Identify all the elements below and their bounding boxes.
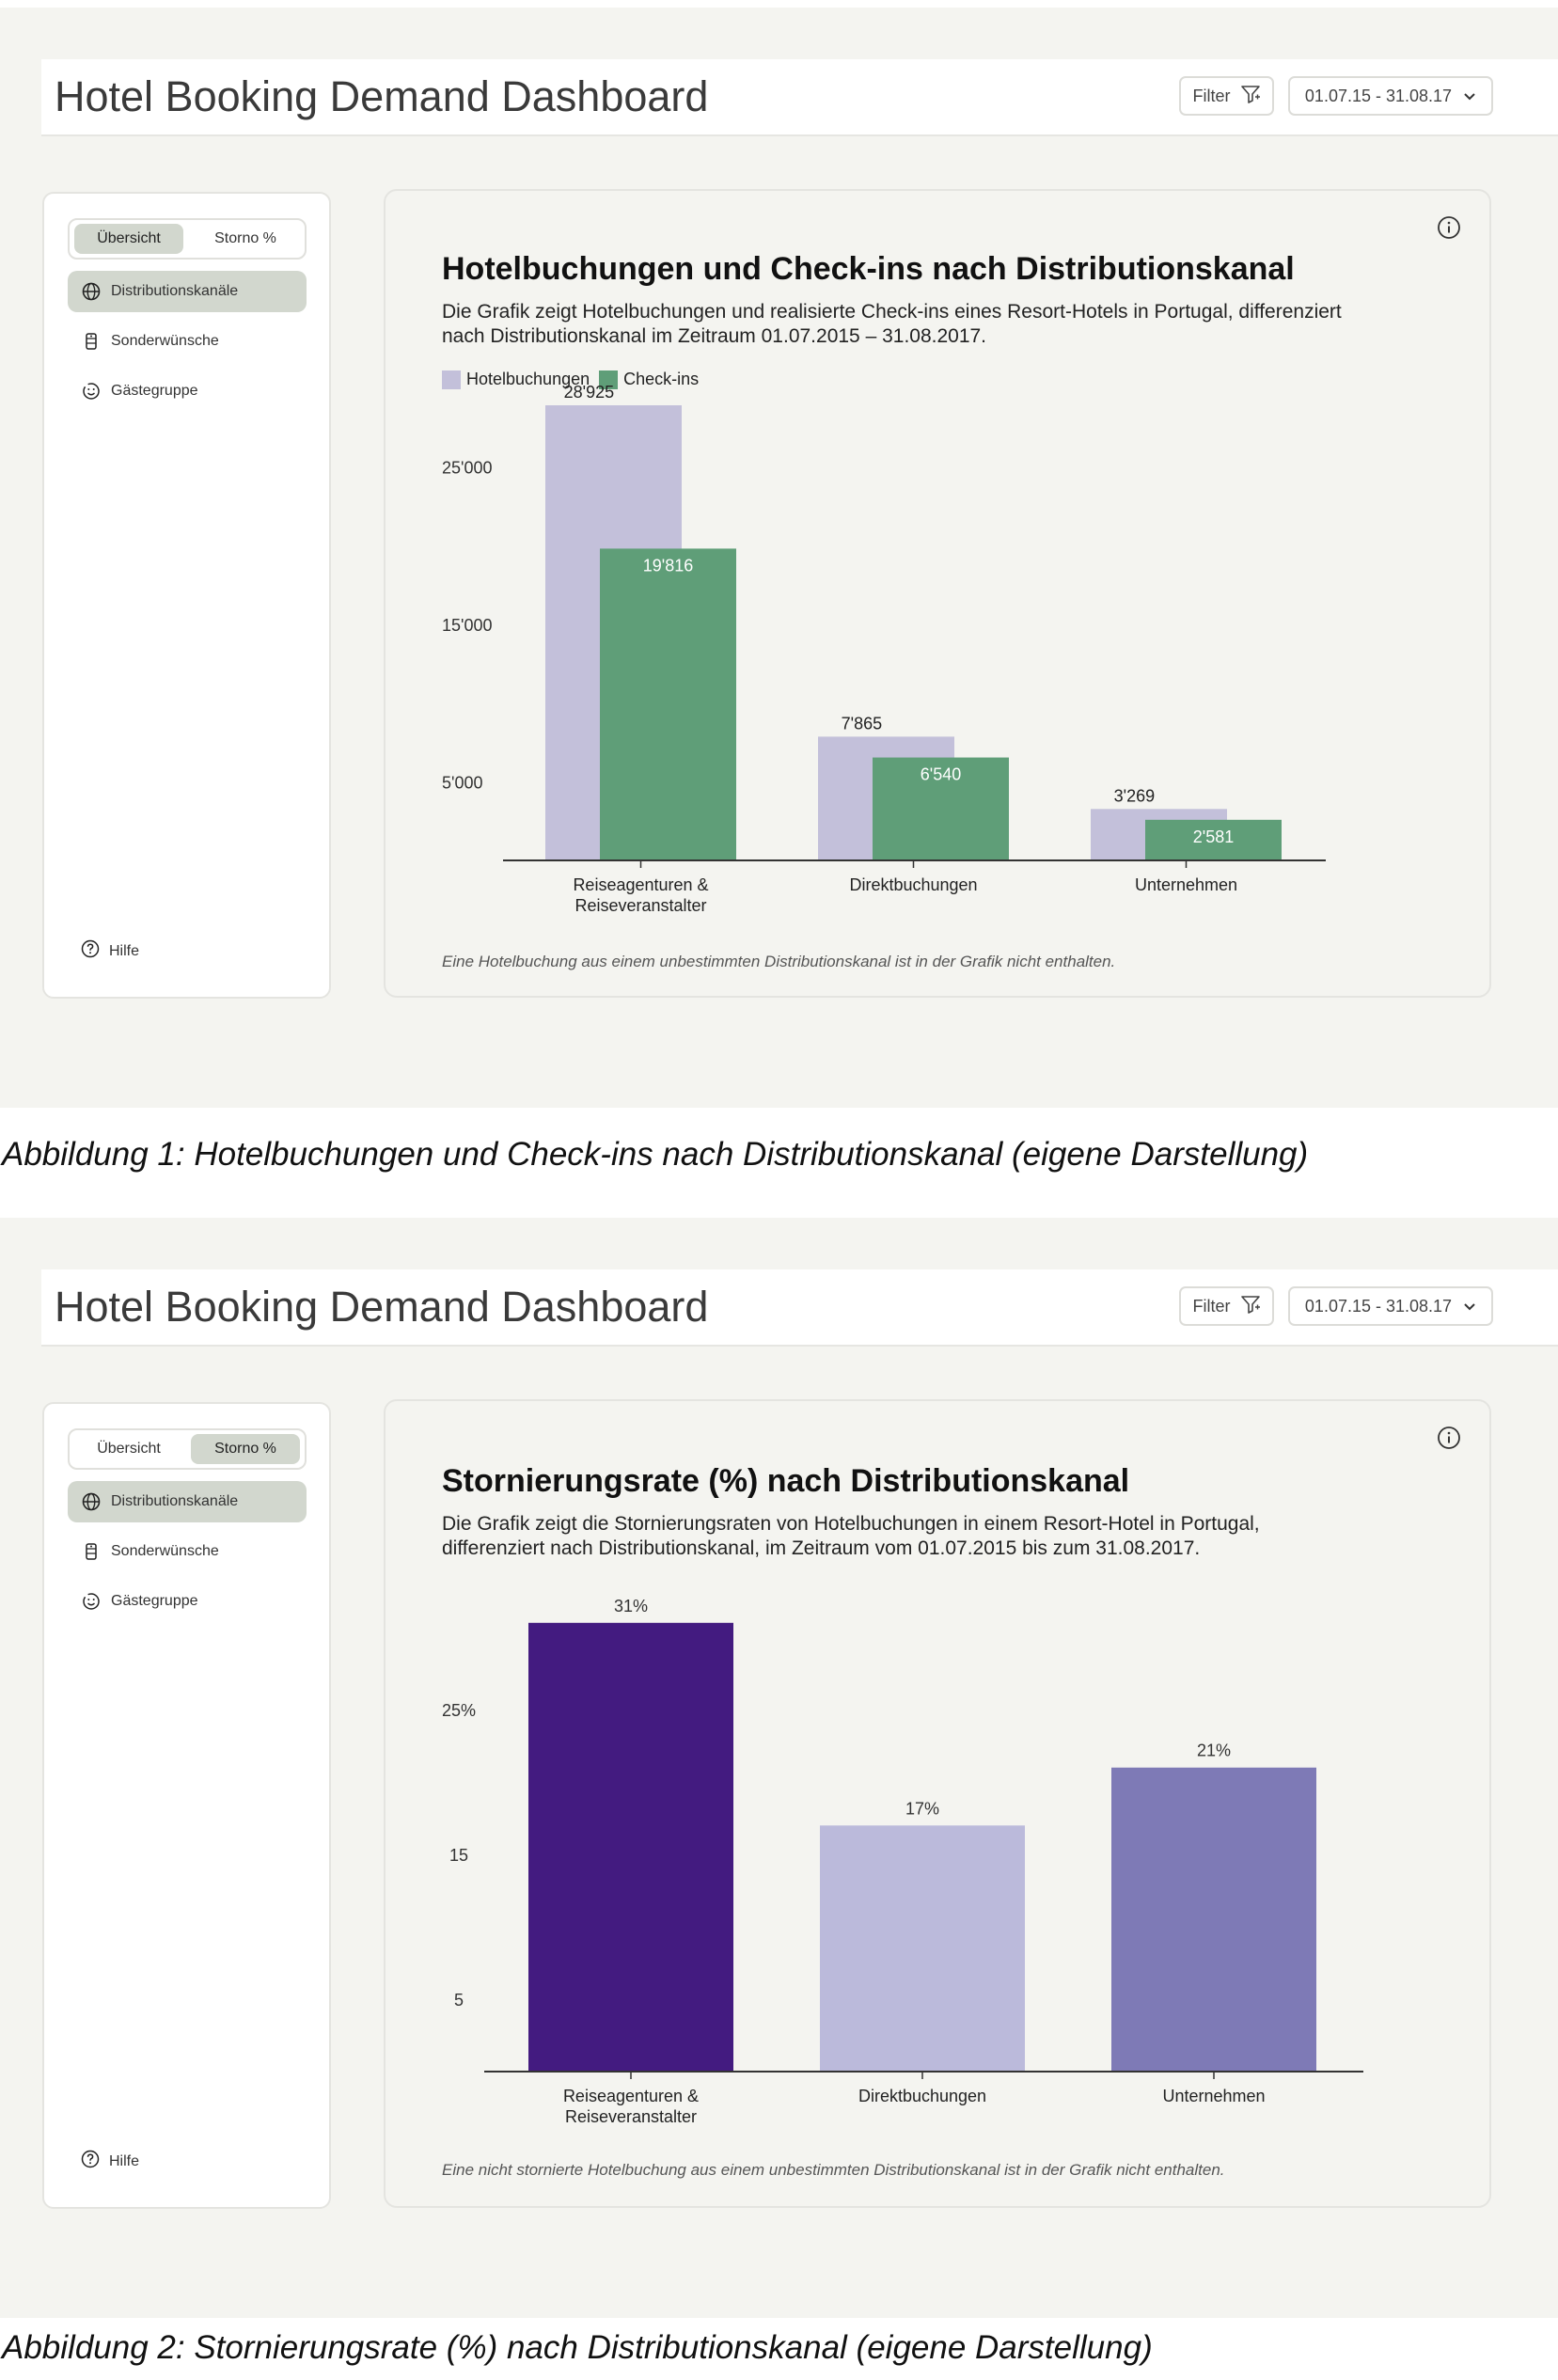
bar-stornierungsrate [820,1825,1025,2072]
bar-stornierungsrate [1111,1767,1316,2072]
legend-item-hotelbuchungen: Hotelbuchungen [442,370,590,389]
info-icon[interactable] [1437,1426,1461,1455]
sidebar-item-label: Sonderwünsche [111,1543,219,1559]
info-icon[interactable] [1437,215,1461,244]
cancellation-bar-chart: 5 15 25% 31% Reiseagenturen & Reiseveranstalt… [442,1597,1363,2126]
tab-uebersicht[interactable]: Übersicht [74,224,183,254]
chart-subtitle: Die Grafik zeigt die Stornierungsraten v… [442,1513,1260,1559]
sidebar-item-sonderwuensche[interactable]: Sonderwünsche [68,321,307,362]
data-label-checkins: 19'816 [643,556,694,575]
legend-swatch [442,370,461,389]
data-label-hotelbuchungen: 3'269 [1114,786,1155,805]
smiley-icon [81,381,102,402]
sidebar-item-label: Distributionskanäle [111,283,239,299]
app-title: Hotel Booking Demand Dashboard [55,1283,709,1331]
dashboard-screenshot-1: Hotel Booking Demand Dashboard Filter 01… [0,8,1558,1108]
view-toggle: Übersicht Storno % [68,1428,307,1470]
app-title: Hotel Booking Demand Dashboard [55,72,709,120]
chart-card: Hotelbuchungen und Check-ins nach Distri… [384,189,1491,998]
data-label-hotelbuchungen: 28'925 [564,383,615,402]
help-label: Hilfe [109,2152,140,2169]
filter-label: Filter [1192,1296,1231,1316]
filter-icon [1240,84,1261,109]
tab-storno[interactable]: Storno % [214,230,276,246]
x-tick-label: Direktbuchungen [849,875,977,894]
data-label-stornierungsrate: 31% [614,1597,648,1616]
chart-card: Stornierungsrate (%) nach Distributionsk… [384,1399,1491,2208]
filter-label: Filter [1192,86,1231,105]
data-label-hotelbuchungen: 7'865 [842,714,882,733]
sidebar-item-label: Sonderwünsche [111,333,219,349]
help-label: Hilfe [109,942,140,959]
y-tick-label: 15'000 [442,616,493,635]
chart-title: Hotelbuchungen und Check-ins nach Distri… [442,251,1295,287]
chart-subtitle: Die Grafik zeigt Hotelbuchungen und real… [442,301,1342,347]
sidebar: Übersicht Storno % Distributionskanäle S… [42,1402,331,2209]
bar-stornierungsrate [528,1622,733,2072]
dashboard-header: Hotel Booking Demand Dashboard Filter 01… [41,59,1558,136]
globe-icon [81,281,102,302]
date-range-select[interactable]: 01.07.15 - 31.08.17 [1288,1286,1493,1326]
date-range-value: 01.07.15 - 31.08.17 [1304,86,1453,105]
x-tick-label: Reiseagenturen & Reiseveranstalter [573,875,708,915]
data-label-checkins: 6'540 [921,765,961,784]
y-tick-label: 25'000 [442,459,493,478]
sidebar-item-gaestegruppe[interactable]: Gästegruppe [68,1581,307,1622]
sidebar-item-gaestegruppe[interactable]: Gästegruppe [68,370,307,412]
data-label-checkins: 2'581 [1193,827,1234,846]
y-tick-label: 25% [442,1701,476,1720]
bar-checkins [873,757,1009,860]
sidebar: Übersicht Storno % Distributionskanäle S… [42,192,331,999]
room-service-icon [81,331,102,352]
bookings-bar-chart: 5'000 15'000 25'000 28'925 19'816 Reiseagentu… [442,383,1326,915]
help-link[interactable]: Hilfe [81,2150,139,2173]
help-icon [81,2150,100,2173]
chart-footnote: Eine nicht stornierte Hotelbuchung aus e… [442,2161,1225,2179]
filter-button[interactable]: Filter [1179,1286,1274,1326]
tab-uebersicht[interactable]: Übersicht [97,1441,161,1457]
y-tick-label: 5'000 [442,773,482,792]
figure-caption-2: Abbildung 2: Stornierungsrate (%) nach D… [2,2329,1153,2366]
y-tick-label: 5 [454,1991,464,2010]
x-tick-label: Unternehmen [1162,2087,1265,2105]
legend-label: Check-ins [623,370,700,388]
date-range-value: 01.07.15 - 31.08.17 [1304,1296,1453,1316]
filter-icon [1240,1294,1261,1319]
help-link[interactable]: Hilfe [81,939,139,963]
bar-checkins [1145,819,1282,860]
chart-legend: Hotelbuchungen Check-ins [442,370,699,389]
help-icon [81,939,100,963]
sidebar-item-label: Gästegruppe [111,383,198,399]
chart-title: Stornierungsrate (%) nach Distributionsk… [442,1463,1130,1499]
legend-label: Hotelbuchungen [466,370,590,388]
room-service-icon [81,1541,102,1562]
bar-checkins [600,548,736,860]
sidebar-item-label: Gästegruppe [111,1593,198,1609]
x-tick-label: Reiseagenturen & Reiseveranstalter [563,2087,699,2126]
tab-storno[interactable]: Storno % [191,1434,300,1464]
dashboard-header: Hotel Booking Demand Dashboard Filter 01… [41,1269,1558,1347]
sidebar-item-distributionskanaele[interactable]: Distributionskanäle [68,271,307,312]
view-toggle: Übersicht Storno % [68,218,307,260]
globe-icon [81,1491,102,1512]
dashboard-screenshot-2: Hotel Booking Demand Dashboard Filter 01… [0,1218,1558,2318]
smiley-icon [81,1591,102,1612]
sidebar-item-distributionskanaele[interactable]: Distributionskanäle [68,1481,307,1522]
data-label-stornierungsrate: 17% [905,1799,939,1818]
sidebar-item-label: Distributionskanäle [111,1493,239,1509]
figure-caption-1: Abbildung 1: Hotelbuchungen und Check-in… [2,1136,1309,1173]
data-label-stornierungsrate: 21% [1197,1742,1231,1760]
x-tick-label: Unternehmen [1135,875,1237,894]
date-range-select[interactable]: 01.07.15 - 31.08.17 [1288,76,1493,116]
legend-item-checkins: Check-ins [599,370,699,389]
y-tick-label: 15 [449,1846,468,1865]
filter-button[interactable]: Filter [1179,76,1274,116]
chevron-down-icon [1463,1297,1476,1316]
sidebar-item-sonderwuensche[interactable]: Sonderwünsche [68,1531,307,1572]
legend-swatch [599,370,619,389]
chart-footnote: Eine Hotelbuchung aus einem unbestimmten… [442,953,1116,970]
chevron-down-icon [1463,87,1476,106]
x-tick-label: Direktbuchungen [858,2087,986,2105]
